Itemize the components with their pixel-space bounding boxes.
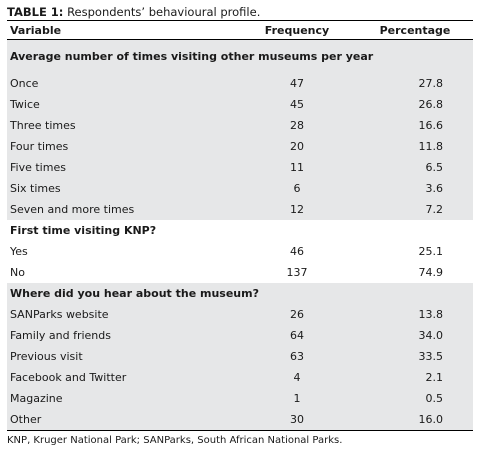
table-row: SANParks website 26 13.8 — [7, 304, 473, 325]
row-percentage: 2.1 — [357, 367, 473, 388]
row-percentage: 13.8 — [357, 304, 473, 325]
section-title: Average number of times visiting other m… — [7, 39, 473, 73]
section-header-first-visit: First time visiting KNP? — [7, 220, 473, 241]
row-frequency: 6 — [237, 178, 357, 199]
table-row: No 137 74.9 — [7, 262, 473, 283]
row-percentage: 7.2 — [357, 199, 473, 220]
table-row: Seven and more times 12 7.2 — [7, 199, 473, 220]
row-frequency: 26 — [237, 304, 357, 325]
row-frequency: 11 — [237, 157, 357, 178]
caption-label: TABLE 1: — [7, 5, 64, 19]
row-label: Three times — [7, 115, 237, 136]
table-footnote: KNP, Kruger National Park; SANParks, Sou… — [7, 435, 343, 446]
row-percentage: 6.5 — [357, 157, 473, 178]
row-label: Yes — [10, 245, 28, 258]
row-percentage: 3.6 — [357, 178, 473, 199]
row-frequency: 30 — [237, 409, 357, 431]
row-label: Other — [7, 409, 237, 431]
row-percentage: 25.1 — [418, 245, 444, 258]
row-label: Six times — [7, 178, 237, 199]
row-frequency: 1 — [237, 388, 357, 409]
row-percentage: 34.0 — [357, 325, 473, 346]
row-frequency: 4 — [237, 367, 357, 388]
row-frequency: 63 — [237, 346, 357, 367]
table-row: Other 30 16.0 — [7, 409, 473, 431]
row-label: No — [10, 266, 25, 279]
row-label: Once — [7, 73, 237, 94]
section-title: Where did you hear about the museum? — [7, 283, 473, 304]
row-percentage: 16.0 — [357, 409, 473, 431]
section-header-museum-visits: Average number of times visiting other m… — [7, 39, 473, 73]
table-row: Facebook and Twitter 4 2.1 — [7, 367, 473, 388]
header-frequency: Frequency — [264, 23, 330, 37]
row-frequency: 47 — [237, 73, 357, 94]
table-row: Six times 6 3.6 — [7, 178, 473, 199]
row-percentage: 74.9 — [418, 266, 444, 279]
row-percentage: 16.6 — [357, 115, 473, 136]
row-label: Seven and more times — [7, 199, 237, 220]
row-percentage: 0.5 — [357, 388, 473, 409]
row-frequency: 64 — [237, 325, 357, 346]
row-label: Magazine — [7, 388, 237, 409]
row-frequency: 137 — [286, 266, 308, 279]
row-label: Previous visit — [7, 346, 237, 367]
table-row: Five times 11 6.5 — [7, 157, 473, 178]
row-label: Facebook and Twitter — [7, 367, 237, 388]
row-percentage: 33.5 — [357, 346, 473, 367]
respondents-table: Variable Frequency Percentage Average nu… — [7, 20, 473, 431]
table-container: TABLE 1: Respondents’ behavioural profil… — [7, 5, 473, 446]
row-percentage: 26.8 — [357, 94, 473, 115]
row-frequency: 45 — [237, 94, 357, 115]
table-row: Yes 46 25.1 — [7, 241, 473, 262]
table-row: Once 47 27.8 — [7, 73, 473, 94]
table-row: Twice 45 26.8 — [7, 94, 473, 115]
row-frequency: 46 — [290, 245, 304, 258]
row-frequency: 20 — [237, 136, 357, 157]
row-percentage: 27.8 — [357, 73, 473, 94]
header-variable: Variable — [10, 23, 62, 37]
section-header-heard-about: Where did you hear about the museum? — [7, 283, 473, 304]
table-row: Three times 28 16.6 — [7, 115, 473, 136]
row-frequency: 28 — [237, 115, 357, 136]
row-label: Five times — [7, 157, 237, 178]
header-row: Variable Frequency Percentage — [7, 20, 473, 40]
table-row: Family and friends 64 34.0 — [7, 325, 473, 346]
table-row: Magazine 1 0.5 — [7, 388, 473, 409]
row-label: SANParks website — [7, 304, 237, 325]
section-title: First time visiting KNP? — [10, 224, 157, 237]
table-row: Four times 20 11.8 — [7, 136, 473, 157]
caption-title: Respondents’ behavioural profile. — [67, 5, 261, 19]
header-percentage: Percentage — [379, 23, 451, 37]
row-label: Twice — [7, 94, 237, 115]
row-percentage: 11.8 — [357, 136, 473, 157]
table-caption: TABLE 1: Respondents’ behavioural profil… — [7, 5, 473, 20]
row-label: Four times — [7, 136, 237, 157]
row-label: Family and friends — [7, 325, 237, 346]
table-row: Previous visit 63 33.5 — [7, 346, 473, 367]
row-frequency: 12 — [237, 199, 357, 220]
